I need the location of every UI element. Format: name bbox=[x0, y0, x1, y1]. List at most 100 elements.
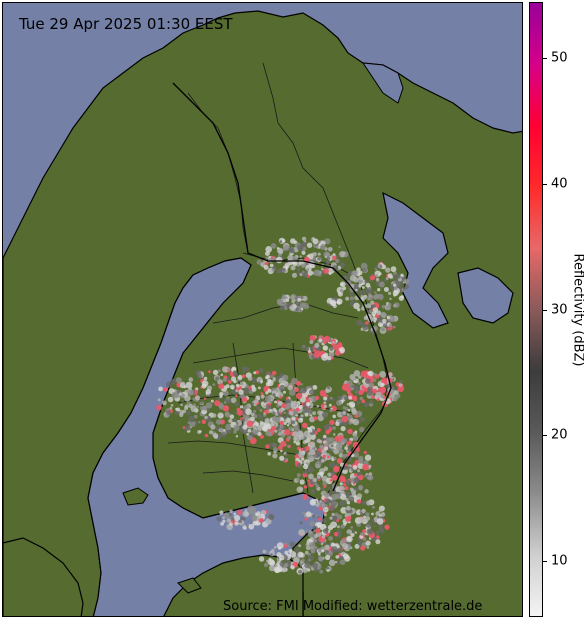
radar-echo bbox=[370, 300, 375, 305]
radar-echo bbox=[340, 439, 345, 444]
radar-echo bbox=[256, 405, 261, 411]
radar-echo bbox=[302, 447, 306, 451]
colorbar-tick-label: 30 bbox=[551, 302, 568, 317]
radar-echo bbox=[302, 567, 308, 573]
radar-echo bbox=[375, 274, 379, 278]
radar-echo bbox=[251, 514, 258, 521]
radar-echo bbox=[247, 428, 252, 433]
radar-echo bbox=[289, 551, 297, 558]
radar-echo bbox=[219, 394, 223, 398]
radar-echo bbox=[297, 551, 304, 558]
radar-echo bbox=[314, 395, 320, 401]
radar-echo bbox=[290, 265, 296, 271]
radar-echo bbox=[340, 524, 346, 529]
radar-echo bbox=[234, 411, 238, 415]
radar-echo bbox=[238, 389, 244, 395]
radar-echo bbox=[346, 402, 350, 406]
radar-echo bbox=[323, 506, 329, 513]
radar-echo bbox=[242, 383, 247, 387]
radar-echo bbox=[336, 458, 343, 464]
radar-echo bbox=[363, 315, 368, 321]
radar-echo bbox=[179, 413, 184, 417]
radar-echo bbox=[321, 549, 325, 553]
radar-echo bbox=[326, 355, 332, 361]
radar-echo bbox=[373, 320, 377, 323]
radar-echo bbox=[393, 283, 397, 287]
radar-echo bbox=[298, 529, 305, 536]
radar-echo bbox=[242, 424, 248, 430]
radar-echo bbox=[380, 382, 385, 387]
radar-echo bbox=[200, 400, 204, 405]
radar-echo bbox=[304, 517, 308, 521]
radar-echo bbox=[181, 399, 185, 403]
radar-echo bbox=[339, 555, 344, 561]
radar-echo bbox=[333, 456, 337, 460]
radar-echo bbox=[375, 530, 380, 536]
radar-echo bbox=[342, 406, 346, 410]
radar-echo bbox=[288, 445, 291, 448]
radar-echo bbox=[318, 243, 322, 246]
radar-echo bbox=[316, 405, 320, 408]
colorbar bbox=[529, 2, 543, 617]
radar-echo bbox=[352, 396, 358, 402]
radar-echo bbox=[346, 413, 350, 416]
radar-echo bbox=[340, 507, 348, 514]
radar-echo bbox=[279, 424, 284, 429]
radar-echo bbox=[310, 346, 315, 351]
radar-echo bbox=[325, 554, 331, 561]
arctic-fjord bbox=[361, 62, 404, 104]
radar-echo bbox=[183, 385, 187, 389]
radar-echo bbox=[235, 394, 238, 398]
radar-echo bbox=[225, 384, 230, 389]
radar-echo bbox=[271, 268, 275, 272]
radar-echo bbox=[312, 411, 316, 416]
radar-echo bbox=[241, 418, 245, 422]
radar-echo bbox=[328, 403, 332, 407]
radar-echo bbox=[316, 514, 319, 517]
radar-echo bbox=[347, 533, 350, 536]
radar-echo bbox=[180, 403, 183, 407]
radar-echo bbox=[270, 243, 277, 249]
radar-echo bbox=[263, 562, 269, 568]
radar-echo bbox=[272, 453, 278, 459]
radar-echo bbox=[283, 421, 287, 425]
radar-echo bbox=[309, 340, 314, 344]
radar-echo bbox=[361, 508, 366, 514]
radar-echo bbox=[295, 417, 299, 421]
radar-echo bbox=[360, 532, 364, 536]
radar-echo bbox=[272, 447, 279, 453]
radar-echo bbox=[249, 510, 254, 515]
radar-echo bbox=[304, 562, 310, 569]
radar-echo bbox=[362, 286, 365, 289]
radar-echo bbox=[271, 370, 277, 376]
radar-echo bbox=[301, 457, 305, 461]
radar-echo bbox=[274, 429, 278, 433]
radar-echo bbox=[317, 453, 321, 458]
map-canvas bbox=[3, 3, 522, 616]
radar-echo bbox=[302, 272, 308, 278]
radar-echo bbox=[351, 407, 357, 413]
radar-echo bbox=[332, 414, 337, 419]
radar-echo bbox=[288, 421, 291, 425]
radar-echo bbox=[190, 405, 197, 413]
radar-echo bbox=[356, 470, 362, 476]
radar-echo bbox=[239, 381, 244, 386]
radar-echo bbox=[227, 379, 232, 384]
radar-echo bbox=[296, 401, 301, 406]
radar-echo bbox=[313, 416, 318, 421]
radar-echo bbox=[353, 473, 358, 477]
radar-echo bbox=[305, 346, 310, 351]
radar-echo bbox=[193, 414, 198, 419]
radar-echo bbox=[279, 305, 285, 311]
radar-echo bbox=[324, 544, 330, 551]
radar-echo bbox=[258, 386, 261, 390]
radar-echo bbox=[323, 541, 327, 545]
radar-echo bbox=[296, 477, 300, 482]
radar-echo bbox=[342, 478, 347, 483]
radar-echo bbox=[332, 255, 337, 261]
radar-echo bbox=[303, 469, 308, 475]
radar-echo bbox=[313, 534, 318, 539]
radar-echo bbox=[282, 247, 287, 252]
radar-echo bbox=[299, 521, 303, 525]
radar-echo bbox=[304, 412, 309, 417]
